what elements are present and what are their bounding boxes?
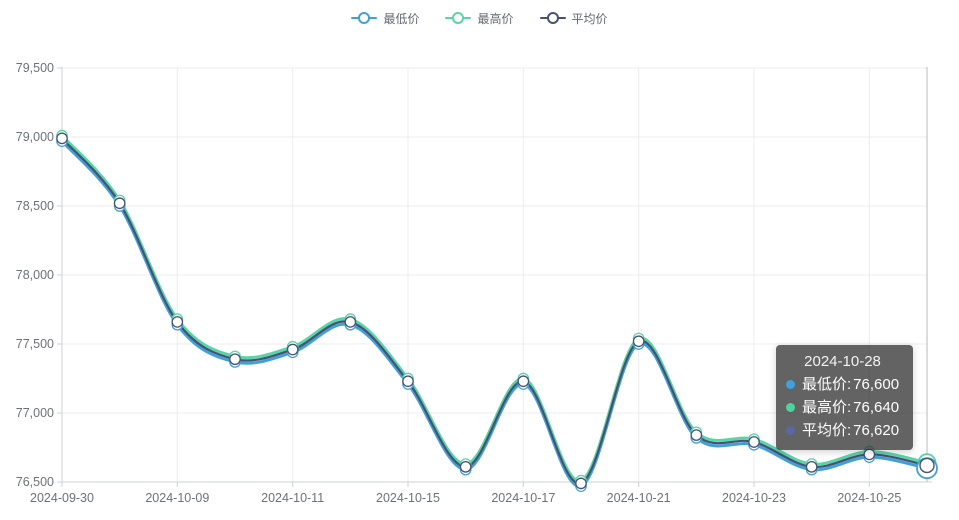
marker-平均价[interactable]	[919, 457, 935, 474]
marker-平均价[interactable]	[863, 448, 876, 461]
marker-平均价[interactable]	[402, 375, 414, 388]
y-axis-tick-label: 77,000	[15, 406, 54, 420]
legend-line-circle-icon	[351, 12, 378, 24]
series-line-平均价	[60, 137, 929, 485]
legend-label: 最低价	[383, 11, 420, 26]
y-axis-tick-label: 79,500	[15, 61, 54, 75]
marker-平均价[interactable]	[171, 316, 184, 328]
legend-label: 最高价	[477, 11, 514, 26]
marker-平均价[interactable]	[56, 132, 68, 145]
data-point[interactable]	[805, 458, 818, 476]
x-axis-tick-label: 2024-10-25	[837, 491, 902, 505]
x-axis-tick-label: 2024-10-21	[606, 491, 671, 505]
data-point[interactable]	[517, 372, 530, 390]
y-axis-tick-label: 78,500	[15, 199, 54, 213]
data-point[interactable]	[690, 426, 703, 444]
data-point[interactable]	[459, 458, 472, 476]
marker-平均价[interactable]	[229, 353, 241, 366]
legend-line-circle-icon	[445, 12, 472, 24]
marker-平均价[interactable]	[805, 460, 818, 473]
y-axis-tick-label: 77,500	[15, 337, 54, 351]
data-point[interactable]	[632, 332, 645, 350]
legend-line-circle-icon	[539, 12, 566, 24]
x-axis-tick-label: 2024-10-09	[145, 491, 210, 505]
data-point[interactable]	[402, 372, 414, 390]
marker-平均价[interactable]	[286, 343, 299, 356]
data-point[interactable]	[748, 433, 760, 451]
marker-平均价[interactable]	[459, 460, 472, 473]
data-point[interactable]	[863, 445, 876, 464]
data-point[interactable]	[916, 453, 938, 480]
marker-平均价[interactable]	[344, 316, 357, 328]
data-point[interactable]	[229, 350, 241, 368]
y-axis-tick-label: 78,000	[15, 268, 54, 282]
data-point[interactable]	[171, 313, 184, 331]
data-point[interactable]	[344, 313, 357, 331]
data-point[interactable]	[286, 340, 299, 359]
x-axis-tick-label: 2024-10-15	[376, 491, 440, 505]
marker-平均价[interactable]	[632, 335, 645, 348]
legend-label: 平均价	[571, 11, 608, 26]
marker-平均价[interactable]	[575, 477, 587, 490]
x-axis-tick-label: 2024-10-23	[722, 491, 786, 505]
chart-legend: 最低价 最高价 平均价	[0, 8, 959, 28]
marker-平均价[interactable]	[113, 197, 126, 210]
marker-平均价[interactable]	[748, 436, 760, 448]
legend-item-average-price[interactable]: 平均价	[539, 10, 608, 27]
legend-item-highest-price[interactable]: 最高价	[445, 10, 514, 27]
x-axis-tick-label: 2024-10-17	[491, 491, 556, 505]
marker-平均价[interactable]	[690, 429, 703, 441]
series-line-最低价	[60, 139, 929, 488]
data-point[interactable]	[56, 129, 68, 147]
y-axis-tick-label: 76,500	[15, 475, 54, 489]
y-axis-tick-label: 79,000	[15, 130, 54, 144]
x-axis-tick-label: 2024-10-11	[261, 491, 325, 505]
data-point[interactable]	[575, 474, 587, 492]
marker-平均价[interactable]	[517, 375, 530, 388]
x-axis-tick-label: 2024-09-30	[30, 491, 94, 505]
legend-item-lowest-price[interactable]: 最低价	[351, 10, 419, 27]
data-point[interactable]	[113, 194, 126, 212]
